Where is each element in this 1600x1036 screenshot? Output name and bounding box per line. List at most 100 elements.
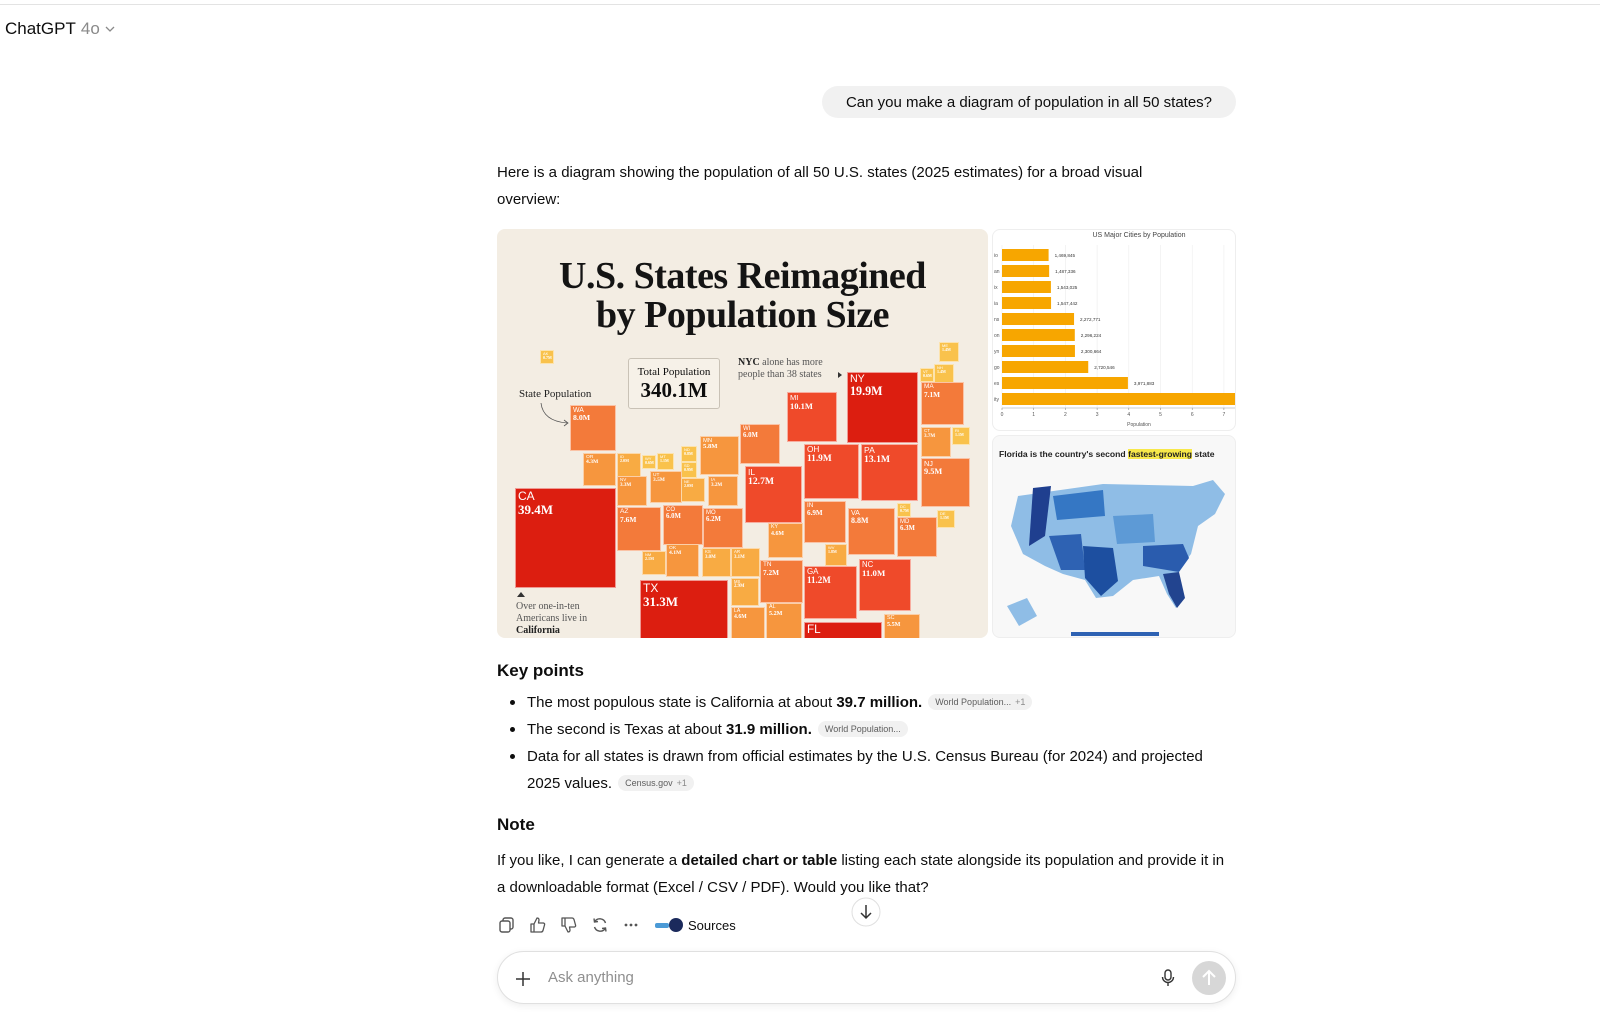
citation-chip[interactable]: Census.gov +1 (618, 775, 694, 791)
composer-placeholder[interactable]: Ask anything (548, 969, 634, 986)
state-tile: OR 4.3M (583, 453, 616, 486)
bar (1002, 361, 1089, 373)
state-label: SC (887, 615, 895, 621)
voice-button[interactable] (1160, 968, 1176, 988)
state-population: 8.0M (573, 413, 591, 423)
state-tile: TN 7.2M (760, 560, 803, 603)
value-label: 3,971,883 (1134, 381, 1155, 386)
bullet-dot (510, 754, 515, 759)
x-tick-label: 5 (1159, 412, 1162, 418)
state-tile: GA 11.2M (804, 566, 857, 619)
x-tick-label: 0 (1001, 412, 1004, 418)
state-tile: CO 6.0M (663, 505, 703, 545)
message-actions: Sources (497, 913, 736, 937)
send-button[interactable] (1192, 961, 1226, 995)
attach-button[interactable] (514, 970, 532, 988)
state-tile: MT 1.1M (657, 453, 674, 470)
state-tile: DC 0.7M (897, 503, 911, 517)
top-border (0, 4, 1600, 5)
us-map (1007, 480, 1225, 636)
bar (1002, 297, 1052, 309)
bar (1002, 313, 1075, 325)
bar-chart-image[interactable]: US Major Cities by Population 0 1 2 3 4 5 6 7 Pop… (992, 229, 1236, 431)
y-tick-label: ia (994, 301, 998, 307)
state-label: PA (864, 445, 875, 455)
legend-label: State Population (519, 388, 592, 400)
state-label: MN (703, 438, 713, 444)
ca-arrow (517, 592, 525, 597)
value-label: 1,469,845 (1055, 253, 1076, 258)
state-tile: KY 4.6M (768, 523, 803, 558)
x-tick-label: 2 (1064, 412, 1067, 418)
state-population: 9.5M (924, 466, 943, 476)
treemap-image[interactable]: U.S. States Reimagined by Population Siz… (497, 229, 988, 638)
state-population: 39.4M (518, 501, 554, 517)
key-points-heading: Key points (497, 661, 584, 680)
state-tile: MO 6.2M (703, 508, 743, 548)
state-population: 2.9M (734, 584, 745, 590)
value-label: 1,487,336 (1055, 269, 1076, 274)
state-label: NY (850, 373, 865, 385)
state-population: 4.1M (669, 550, 682, 557)
bullet-text: The second is Texas at about (527, 721, 727, 738)
state-population: 2.1M (645, 556, 654, 562)
total-box: Total Population 340.1M (628, 358, 720, 409)
state-label: MA (924, 383, 934, 390)
citation-chip[interactable]: World Population... +1 (928, 694, 1033, 710)
state-tile: UT 3.5M (650, 471, 682, 503)
regenerate-button[interactable] (590, 915, 610, 935)
bullet-list: The most populous state is California at… (510, 689, 1207, 797)
state-tile: FL (804, 622, 882, 638)
scroll-down-button[interactable] (851, 897, 881, 927)
bar (1002, 345, 1075, 357)
state-label: OR (586, 455, 594, 460)
image-title: U.S. States Reimagined (559, 255, 926, 297)
state-tile: RI 1.1M (952, 427, 970, 445)
state-tile: ME 1.4M (939, 342, 959, 362)
state-label: OH (807, 445, 820, 454)
note-paragraph: If you like, I can generate a detailed c… (497, 847, 1232, 901)
composer[interactable]: Ask anything (497, 951, 1236, 1004)
state-population: 5.2M (769, 610, 783, 617)
state-tile: IL 12.7M (745, 466, 802, 523)
state-population: 5.5M (887, 621, 901, 628)
state-population: 12.7M (748, 475, 775, 487)
state-tile: NH 1.4M (934, 364, 954, 384)
y-tick-label: ity (994, 397, 1000, 403)
state-label: WI (743, 426, 751, 432)
chip-count: +1 (676, 778, 687, 788)
bullet-item: Data for all states is drawn from offici… (510, 743, 1207, 797)
thumbs-down-button[interactable] (559, 915, 579, 935)
state-population: 6.3M (900, 525, 915, 533)
citation-chip[interactable]: World Population... (817, 721, 908, 737)
state-tile: AL 5.2M (766, 603, 802, 638)
state-population: 0.7M (543, 355, 552, 361)
bullet-bold: 39.7 million. (836, 694, 923, 711)
ca-note-text: Over one-in-ten Americans live in (516, 601, 588, 624)
y-tick-label: go (994, 365, 1000, 371)
copy-button[interactable] (497, 915, 517, 935)
bar-chart: US Major Cities by Population 0 1 2 3 4 5 6 7 Pop… (994, 232, 1235, 428)
source-icons (655, 918, 683, 932)
image-title: by Population Size (596, 294, 889, 336)
state-label: NM (645, 552, 652, 557)
state-tile: CA 39.4M (515, 488, 616, 588)
state-population: 11.0M (862, 568, 886, 579)
state-population: 3.1M (734, 554, 745, 560)
y-tick-label: io (994, 253, 998, 259)
value-label: 2,720,546 (1094, 365, 1115, 370)
bar (1002, 249, 1049, 261)
thumbs-up-button[interactable] (528, 915, 548, 935)
state-population: 3.7M (924, 432, 936, 439)
map-title-text: state (1192, 449, 1215, 459)
state-population: 4.6M (771, 530, 785, 537)
sources-button[interactable]: Sources (654, 917, 736, 933)
value-label: 1,547,442 (1057, 301, 1078, 306)
model-selector[interactable]: ChatGPT 4o (5, 19, 115, 39)
chevron (105, 26, 115, 32)
state-label: TN (763, 561, 772, 568)
more-button[interactable] (621, 915, 641, 935)
map-image[interactable]: Florida is the country's second fastest-… (992, 435, 1236, 638)
chip-count: +1 (1015, 697, 1026, 707)
state-population: 1.8M (828, 549, 837, 555)
